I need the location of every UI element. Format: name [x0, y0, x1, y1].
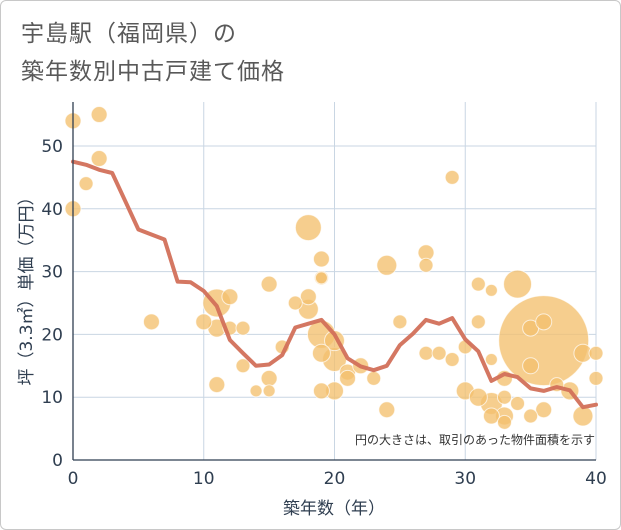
data-point — [294, 214, 322, 242]
data-point — [208, 376, 226, 394]
data-point — [249, 384, 263, 398]
data-point — [366, 370, 382, 386]
data-point — [221, 288, 239, 306]
tick-labels: 0 10 20 30 40 0 10 20 30 40 50 — [41, 137, 606, 489]
data-point — [588, 345, 604, 361]
data-point — [484, 353, 498, 367]
data-point — [78, 176, 94, 192]
y-axis-title: 坪（3.3㎡）単価（万円） — [17, 188, 37, 385]
data-point — [496, 414, 512, 430]
axes — [72, 102, 596, 461]
x-tick-label: 40 — [585, 469, 607, 489]
chart-title-line1: 宇島駅（福岡県）の — [21, 21, 237, 47]
data-point — [262, 384, 276, 398]
data-point — [484, 283, 498, 297]
data-point — [470, 314, 486, 330]
data-point — [260, 275, 278, 293]
y-tick-label: 40 — [41, 200, 63, 220]
x-axis-title: 築年数（年） — [283, 499, 385, 519]
trend-line — [71, 159, 598, 410]
chart-title-line2: 築年数別中古戸建て価格 — [21, 59, 285, 85]
data-point — [378, 401, 396, 419]
y-tick-label: 0 — [52, 451, 63, 471]
data-point — [431, 345, 447, 361]
data-point — [235, 358, 251, 374]
data-point — [535, 313, 553, 331]
data-point — [418, 345, 434, 361]
data-point — [444, 352, 460, 368]
data-point — [339, 369, 357, 387]
data-point — [535, 401, 553, 419]
data-point — [468, 387, 488, 407]
data-point — [444, 169, 460, 185]
data-point — [312, 250, 330, 268]
data-point — [287, 295, 303, 311]
data-point — [90, 106, 108, 124]
data-point — [311, 343, 331, 363]
y-tick-label: 10 — [41, 388, 63, 408]
data-point — [510, 395, 526, 411]
data-point — [496, 389, 512, 405]
x-tick-label: 10 — [193, 469, 215, 489]
data-point — [522, 357, 540, 375]
data-point — [498, 295, 590, 387]
data-point — [142, 313, 160, 331]
data-point — [470, 276, 486, 292]
data-point — [90, 150, 108, 168]
data-point — [588, 370, 604, 386]
data-point — [314, 271, 328, 285]
data-point — [299, 288, 317, 306]
data-point — [482, 407, 500, 425]
data-point — [392, 314, 408, 330]
data-point — [503, 269, 533, 299]
x-tick-label: 0 — [68, 469, 79, 489]
data-point — [312, 382, 330, 400]
data-point — [235, 320, 251, 336]
data-point — [523, 408, 539, 424]
size-note: 円の大きさは、取引のあった物件面積を示す — [355, 432, 595, 447]
x-tick-label: 30 — [454, 469, 476, 489]
data-point — [195, 313, 213, 331]
data-point — [260, 369, 278, 387]
trend-series — [71, 159, 598, 410]
data-point — [376, 254, 398, 276]
x-tick-label: 20 — [324, 469, 346, 489]
chart-title: 宇島駅（福岡県）の 築年数別中古戸建て価格 — [21, 15, 285, 91]
y-tick-label: 30 — [41, 263, 63, 283]
data-point — [418, 257, 434, 273]
y-tick-label: 50 — [41, 137, 63, 157]
y-tick-label: 20 — [41, 325, 63, 345]
